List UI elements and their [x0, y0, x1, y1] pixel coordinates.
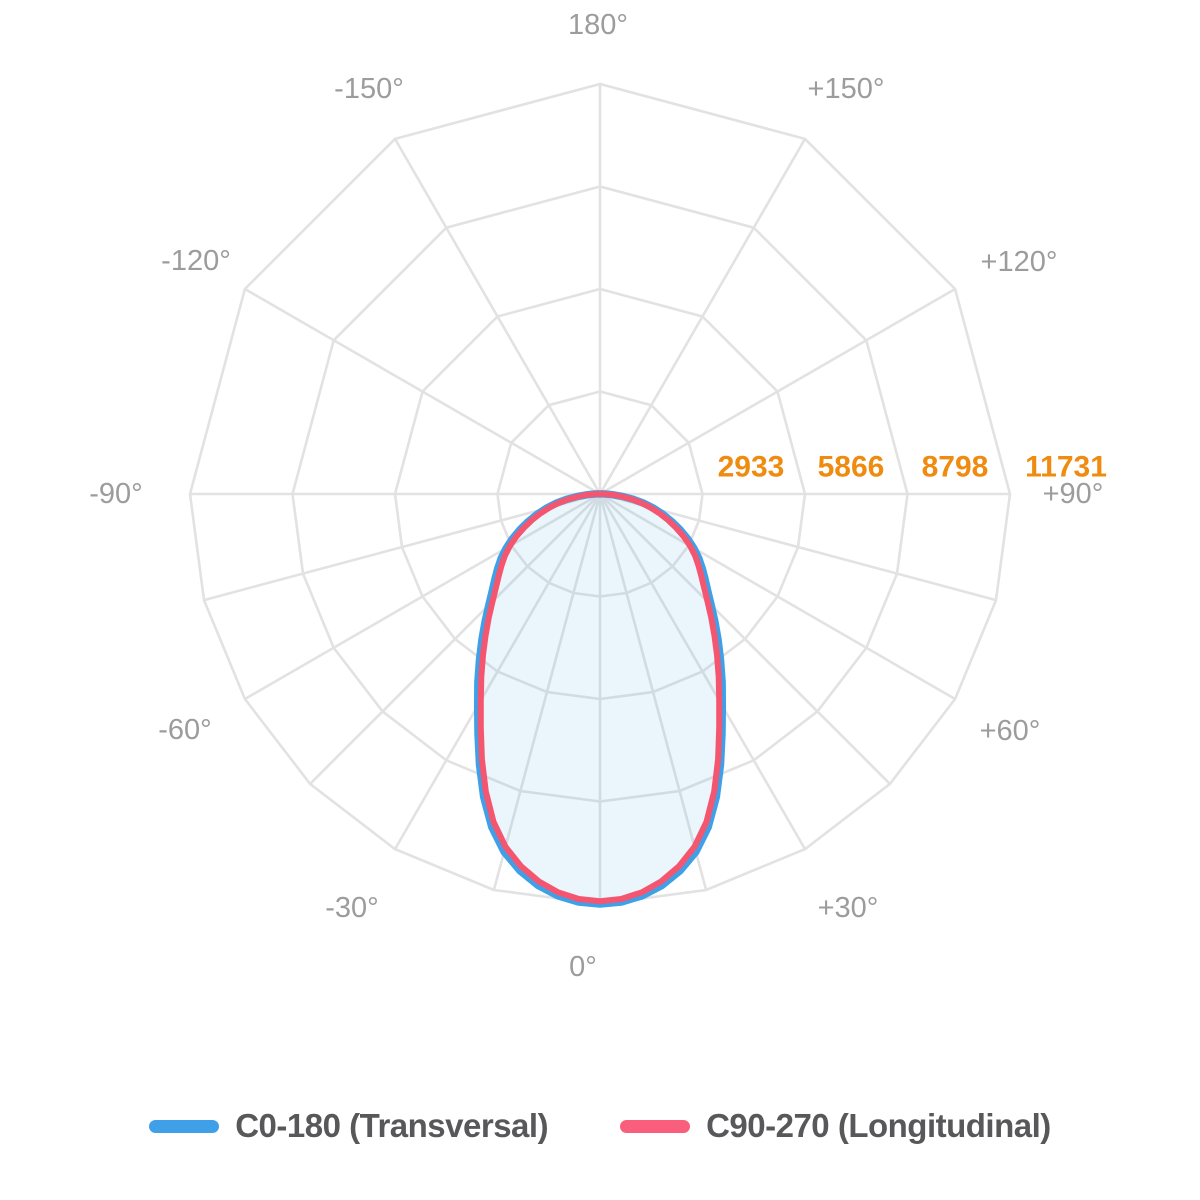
angle-labels: 180° -150° +150° -120° +120° -90° +90° -60° +60°… — [89, 9, 1103, 983]
grid-spoke--75 — [203, 492, 601, 602]
radial-tick-11731: 11731 — [1025, 451, 1107, 484]
grid-spoke-30 — [598, 493, 807, 850]
grid-spoke-45 — [599, 493, 891, 785]
photometric-polar-chart: 180° -150° +150° -120° +120° -90° +90° -60° +60°… — [89, 9, 1107, 983]
angle-label-0: 0° — [569, 951, 597, 983]
grid-spoke--30 — [393, 493, 602, 850]
legend-item-c0-180[interactable]: C0-180 (Transversal) — [149, 1107, 549, 1145]
radial-tick-5866: 5866 — [818, 451, 885, 484]
legend-label-c90-270: C90-270 (Longitudinal) — [706, 1107, 1051, 1144]
angle-label-90: +90° — [1043, 478, 1104, 510]
angle-label-150: +150° — [808, 73, 885, 105]
legend-item-c90-270[interactable]: C90-270 (Longitudinal) — [620, 1107, 1051, 1145]
legend-label-c0-180: C0-180 (Transversal) — [235, 1107, 549, 1144]
legend-swatch-c0-180 — [149, 1119, 220, 1133]
angle-label--120: -120° — [161, 245, 231, 277]
grid-spoke--45 — [309, 493, 601, 785]
radial-tick-labels: 2933 5866 8798 11731 — [718, 451, 1107, 484]
grid-spoke-60 — [599, 492, 956, 701]
angle-label--150: -150° — [334, 73, 404, 105]
polar-grid — [188, 82, 1012, 906]
grid-spoke-75 — [599, 492, 997, 602]
angle-label--30: -30° — [325, 892, 379, 924]
grid-spoke--60 — [244, 492, 601, 701]
legend-swatch-c90-270 — [620, 1119, 691, 1133]
angle-label-120: +120° — [981, 246, 1058, 278]
legend: C0-180 (Transversal) C90-270 (Longitudin… — [0, 1098, 1200, 1154]
angle-label--90: -90° — [89, 478, 143, 510]
angle-label-60: +60° — [980, 715, 1041, 747]
curve-c90-270 — [477, 490, 723, 905]
curve-c0-180 — [473, 490, 727, 908]
radial-tick-8798: 8798 — [922, 451, 989, 484]
angle-label--60: -60° — [158, 714, 212, 746]
radial-tick-2933: 2933 — [718, 451, 785, 484]
grid-spoke-15 — [598, 493, 708, 891]
angle-label-30: +30° — [818, 892, 879, 924]
grid-spoke-120 — [599, 287, 956, 496]
grid-spoke--15 — [492, 493, 602, 891]
grid-spoke--150 — [393, 138, 602, 495]
grid-spoke-150 — [598, 138, 807, 495]
grid-spoke--120 — [244, 287, 601, 496]
angle-label-180: 180° — [568, 9, 628, 41]
series-curves — [473, 490, 727, 908]
